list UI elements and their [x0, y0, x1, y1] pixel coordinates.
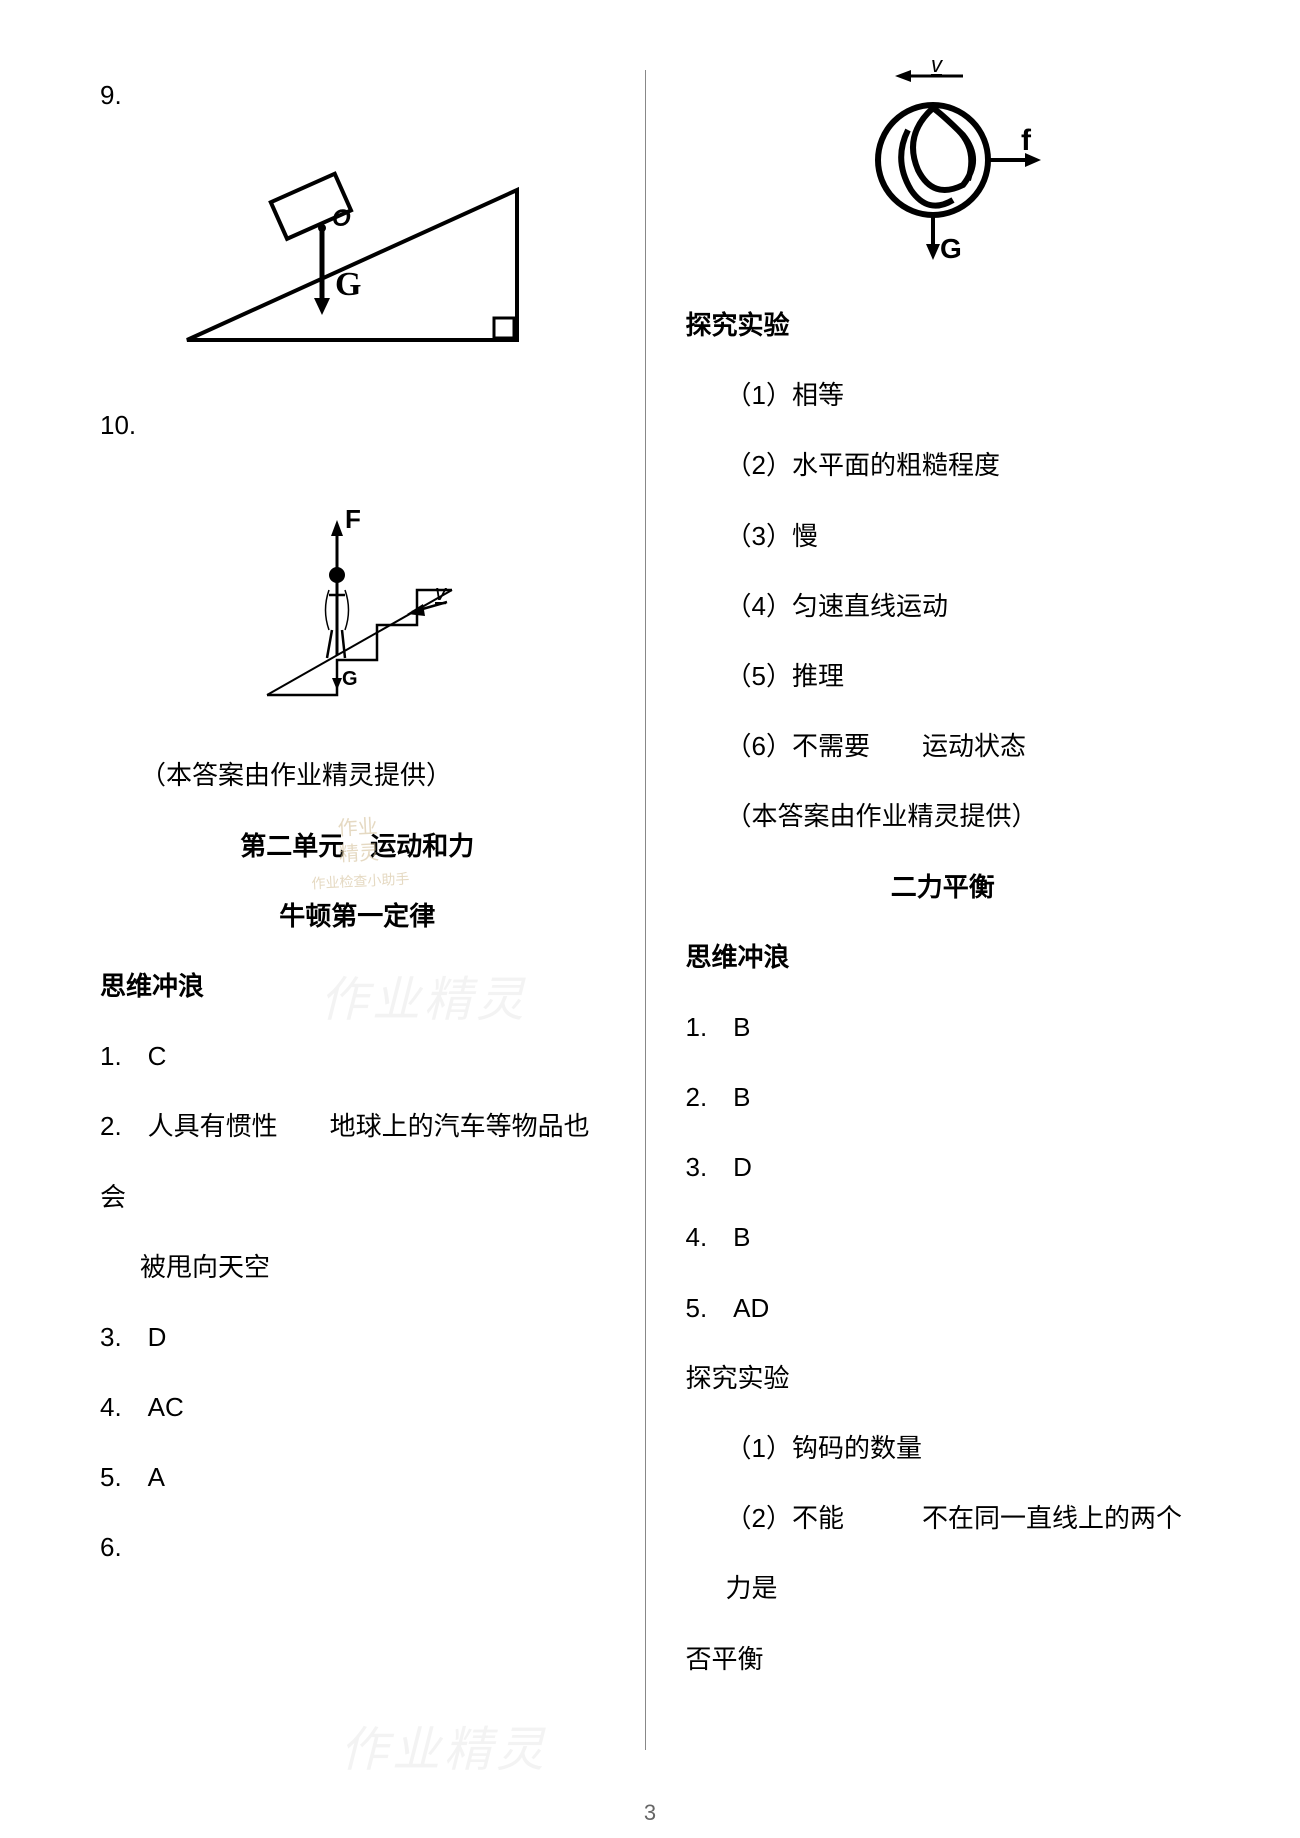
svg-text:G: G — [335, 266, 361, 303]
answer-2: 2. 人具有惯性 地球上的汽车等物品也会 — [100, 1091, 615, 1231]
svg-text:f: f — [1021, 124, 1032, 157]
question-10: 10. — [100, 390, 615, 460]
heading-thinking: 思维冲浪 — [100, 951, 615, 1021]
heading-explore: 探究实验 — [686, 290, 1201, 360]
left-column: 9. O G 10. F v G — [80, 60, 645, 1798]
explore2-2: （2）不能 不在同一直线上的两个力是 — [686, 1483, 1201, 1623]
svg-text:G: G — [940, 233, 962, 264]
svg-text:F: F — [345, 504, 361, 534]
explore-5: （5）推理 — [686, 641, 1201, 711]
svg-text:O: O — [332, 205, 351, 232]
answer-3: 3. D — [100, 1302, 615, 1372]
explore-2: （2）水平面的粗糙程度 — [686, 430, 1201, 500]
svg-text:v: v — [931, 60, 944, 77]
answer-2-cont: 被甩向天空 — [100, 1232, 615, 1302]
figure-stairs: F v G — [237, 480, 477, 710]
answer-b1: 1. B — [686, 992, 1201, 1062]
explore2-2-cont: 否平衡 — [686, 1624, 1201, 1694]
section-title-balance: 二力平衡 — [686, 852, 1201, 922]
heading-thinking-2: 思维冲浪 — [686, 922, 1201, 992]
watermark-2: 作业精灵 — [340, 1710, 548, 1780]
explore-6: （6）不需要 运动状态 — [686, 711, 1201, 781]
explore-3: （3）慢 — [686, 501, 1201, 571]
answer-1: 1. C — [100, 1021, 615, 1091]
credit-left: （本答案由作业精灵提供） — [100, 740, 615, 810]
watermark-stamp: 作业精灵 作业检查小助手 — [308, 812, 410, 895]
heading-explore-2: 探究实验 — [686, 1343, 1201, 1413]
svg-text:G: G — [342, 668, 358, 690]
answer-6: 6. — [100, 1512, 615, 1582]
right-column: v f G 探究实验 （1）相等 （2）水平面的粗糙程度 （3）慢 （4）匀速直… — [646, 60, 1221, 1798]
answer-b4: 4. B — [686, 1202, 1201, 1272]
two-column-layout: 9. O G 10. F v G — [80, 60, 1220, 1798]
answer-5: 5. A — [100, 1442, 615, 1512]
explore-4: （4）匀速直线运动 — [686, 571, 1201, 641]
figure-ball: v f G — [833, 60, 1053, 270]
answer-b3: 3. D — [686, 1132, 1201, 1202]
explore-1: （1）相等 — [686, 360, 1201, 430]
question-9: 9. — [100, 60, 615, 130]
explore2-1: （1）钩码的数量 — [686, 1413, 1201, 1483]
answer-b5: 5. AD — [686, 1273, 1201, 1343]
answer-b2: 2. B — [686, 1062, 1201, 1132]
credit-right: （本答案由作业精灵提供） — [686, 781, 1201, 851]
figure-incline: O G — [167, 150, 547, 370]
page-number: 3 — [644, 1800, 656, 1826]
answer-4: 4. AC — [100, 1372, 615, 1442]
